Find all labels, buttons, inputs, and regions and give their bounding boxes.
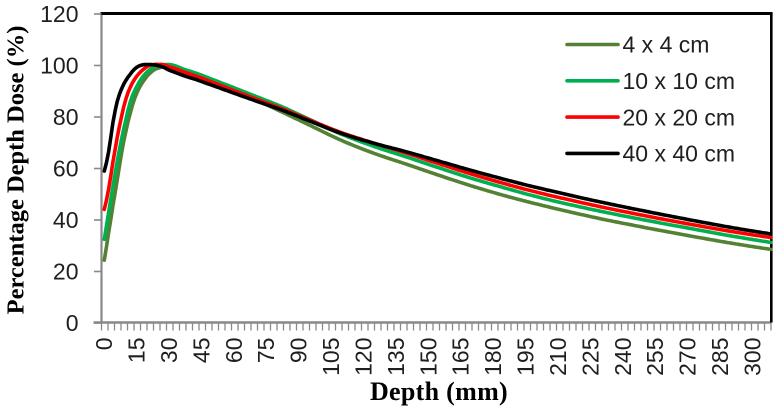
svg-text:90: 90 — [286, 338, 312, 364]
svg-text:105: 105 — [318, 338, 344, 376]
svg-text:100: 100 — [40, 53, 78, 79]
svg-text:135: 135 — [383, 338, 409, 376]
svg-text:300: 300 — [739, 338, 765, 376]
svg-text:120: 120 — [40, 1, 78, 27]
svg-text:Depth (mm): Depth (mm) — [370, 377, 508, 406]
svg-text:Percentage Depth Dose (%): Percentage Depth Dose (%) — [2, 26, 29, 315]
svg-text:285: 285 — [707, 338, 733, 376]
svg-text:0: 0 — [91, 338, 117, 351]
svg-text:240: 240 — [610, 338, 636, 376]
svg-text:120: 120 — [351, 338, 377, 376]
svg-text:4 x 4 cm: 4 x 4 cm — [623, 32, 710, 58]
svg-text:0: 0 — [66, 310, 79, 336]
svg-text:180: 180 — [480, 337, 506, 375]
svg-text:255: 255 — [642, 338, 668, 376]
svg-text:210: 210 — [545, 338, 571, 376]
svg-text:270: 270 — [675, 338, 701, 376]
svg-text:20: 20 — [53, 259, 79, 285]
svg-text:80: 80 — [53, 104, 79, 130]
svg-text:45: 45 — [188, 338, 214, 364]
svg-text:15: 15 — [124, 338, 150, 364]
svg-text:60: 60 — [221, 338, 247, 364]
svg-text:20 x 20 cm: 20 x 20 cm — [623, 104, 736, 130]
svg-text:225: 225 — [577, 338, 603, 376]
svg-text:75: 75 — [253, 338, 279, 364]
svg-text:195: 195 — [513, 338, 539, 376]
svg-text:150: 150 — [415, 338, 441, 376]
svg-text:40 x 40 cm: 40 x 40 cm — [623, 141, 736, 167]
svg-text:40: 40 — [53, 207, 79, 233]
svg-text:165: 165 — [448, 338, 474, 376]
svg-text:10 x 10 cm: 10 x 10 cm — [623, 68, 736, 94]
svg-text:30: 30 — [156, 338, 182, 364]
svg-text:60: 60 — [53, 156, 79, 182]
